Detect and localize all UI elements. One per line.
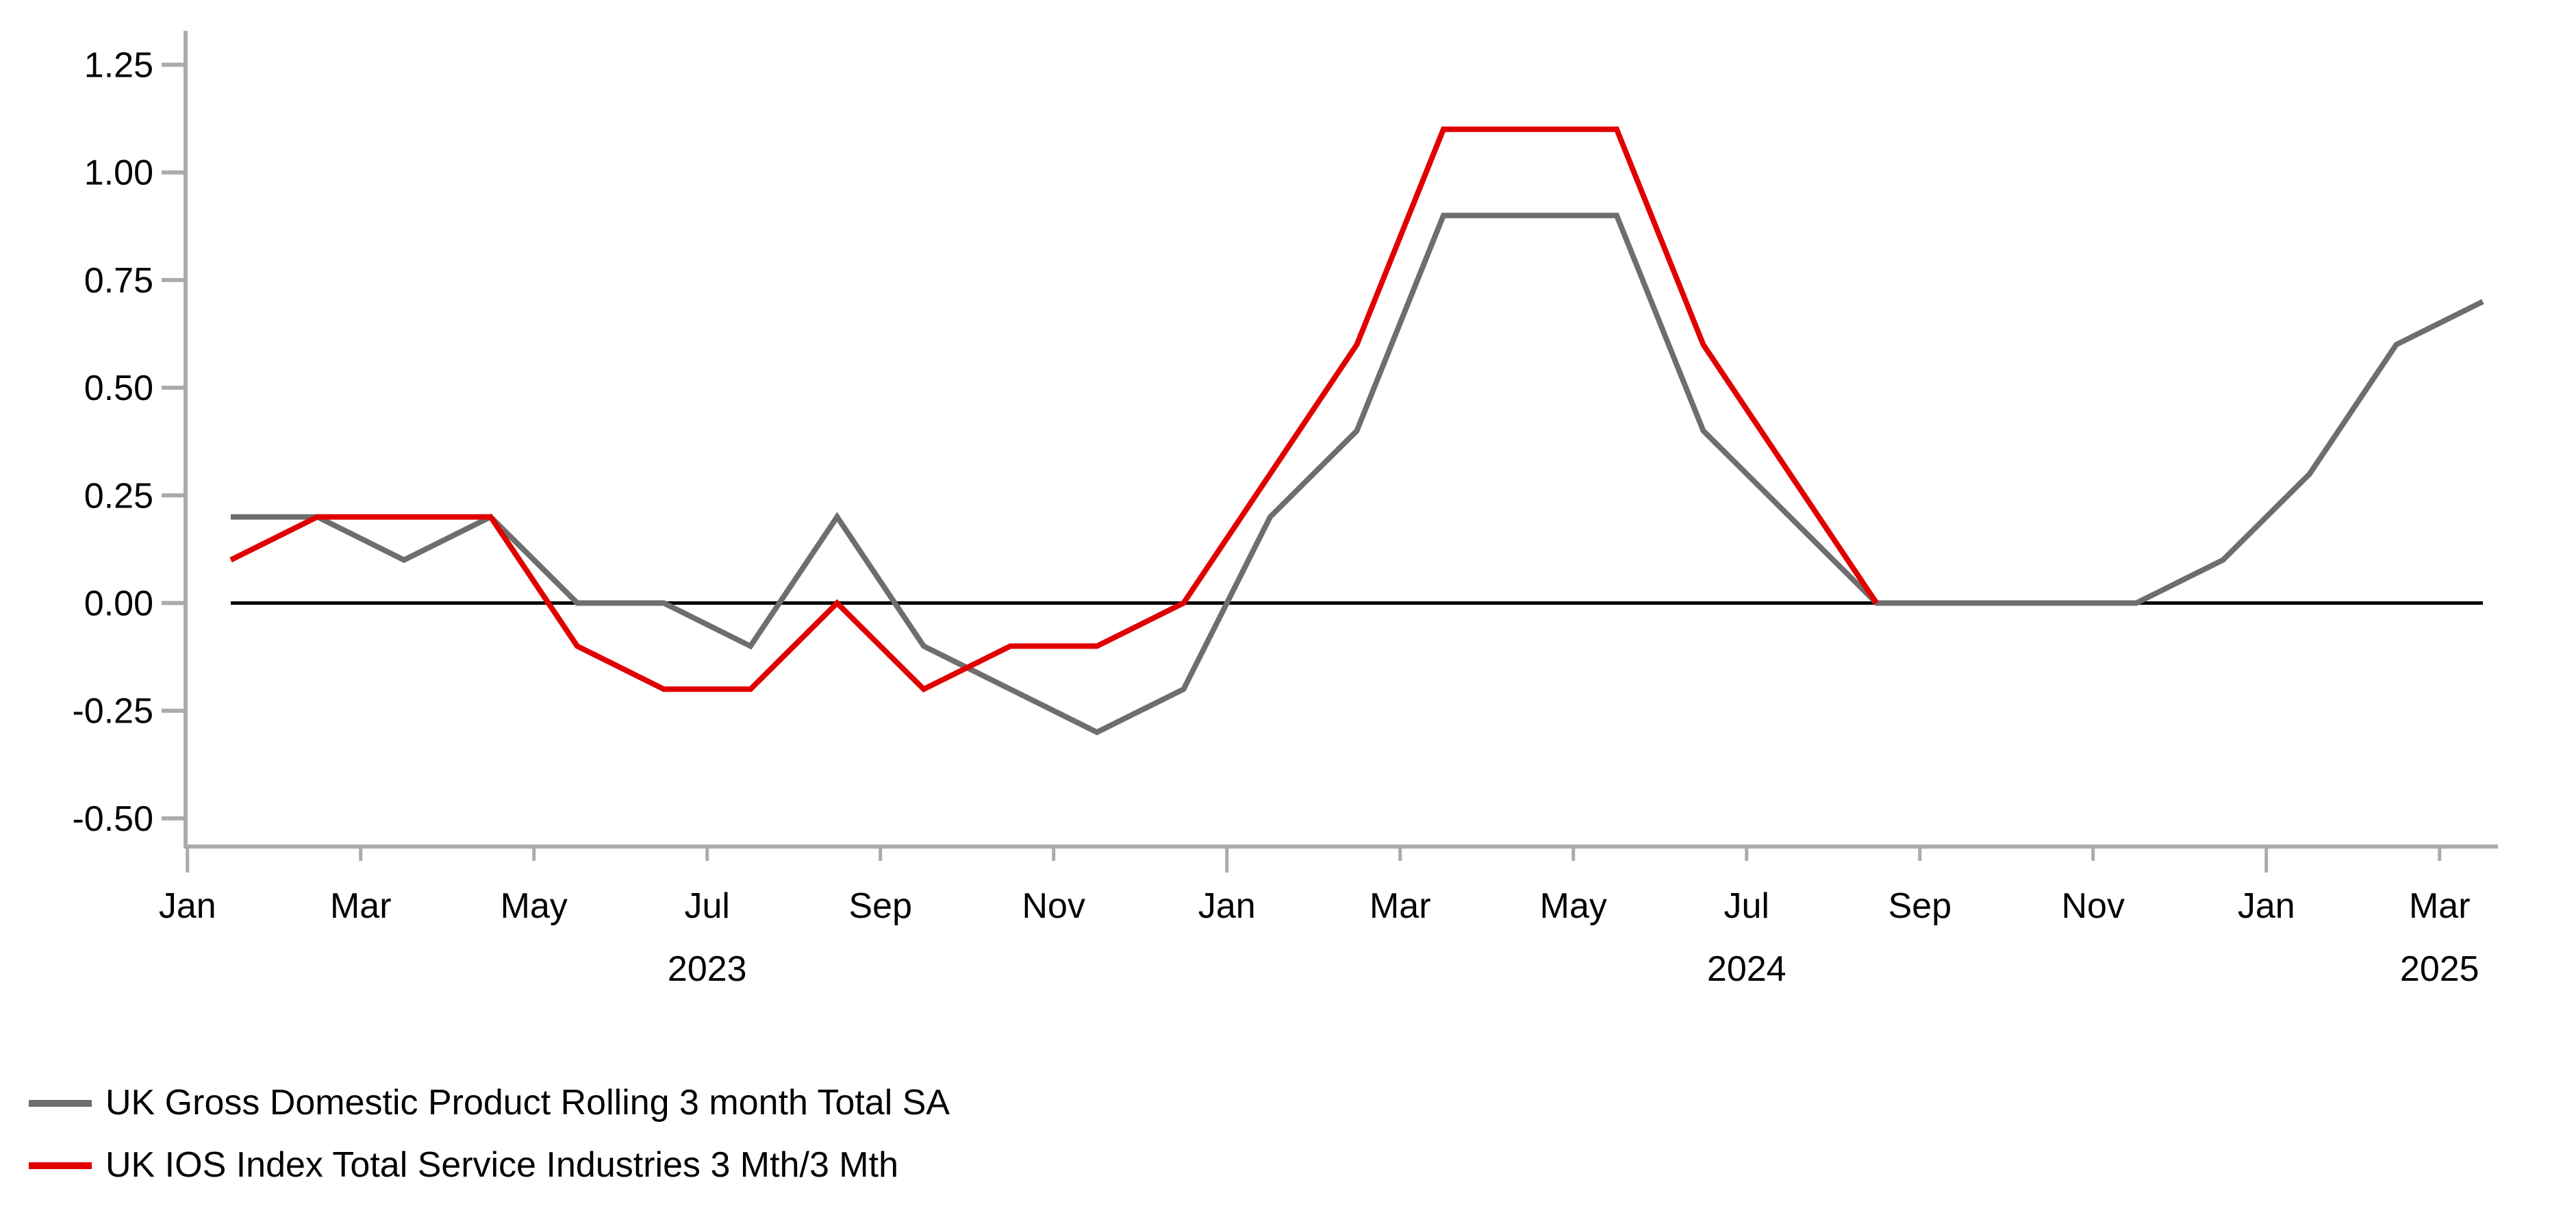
x-tick-label: Mar xyxy=(1369,886,1431,926)
year-label: 2024 xyxy=(1707,949,1786,989)
legend-label-ios: UK IOS Index Total Service Industries 3 … xyxy=(105,1145,898,1186)
x-tick-label: Mar xyxy=(2409,886,2471,926)
x-tick-label: Sep xyxy=(1888,886,1952,926)
legend-item-gdp: UK Gross Domestic Product Rolling 3 mont… xyxy=(29,1083,950,1123)
y-tick-label: 0.25 xyxy=(84,476,153,516)
x-tick-label: Jan xyxy=(159,886,216,926)
y-tick-label: -0.25 xyxy=(72,692,153,731)
y-tick-label: 0.75 xyxy=(84,261,153,301)
gdp-line-swatch-icon xyxy=(29,1099,92,1107)
x-tick-label: Jan xyxy=(2238,886,2295,926)
legend-label-gdp: UK Gross Domestic Product Rolling 3 mont… xyxy=(105,1083,950,1123)
y-tick-label: 1.00 xyxy=(84,153,153,193)
legend: UK Gross Domestic Product Rolling 3 mont… xyxy=(29,1083,950,1185)
y-tick-label: 0.50 xyxy=(84,368,153,408)
x-tick-label: Jul xyxy=(685,886,730,926)
year-label: 2025 xyxy=(2400,949,2479,989)
series-line-ios xyxy=(229,126,1879,693)
x-tick-label: Sep xyxy=(848,886,912,926)
x-tick-label: Nov xyxy=(2062,886,2125,926)
y-tick-label: 0.00 xyxy=(84,584,153,624)
y-tick-label: -0.50 xyxy=(72,799,153,839)
legend-item-ios: UK IOS Index Total Service Industries 3 … xyxy=(29,1145,950,1186)
x-tick-label: Mar xyxy=(330,886,392,926)
year-label: 2023 xyxy=(668,949,747,989)
x-tick-label: Jul xyxy=(1724,886,1769,926)
x-tick-label: May xyxy=(501,886,568,926)
x-tick-label: Nov xyxy=(1022,886,1085,926)
y-tick-label: 1.25 xyxy=(84,46,153,86)
x-tick-label: May xyxy=(1540,886,1607,926)
ios-line-swatch-icon xyxy=(29,1162,92,1169)
x-tick-label: Jan xyxy=(1198,886,1256,926)
series-line-gdp xyxy=(231,212,2484,736)
